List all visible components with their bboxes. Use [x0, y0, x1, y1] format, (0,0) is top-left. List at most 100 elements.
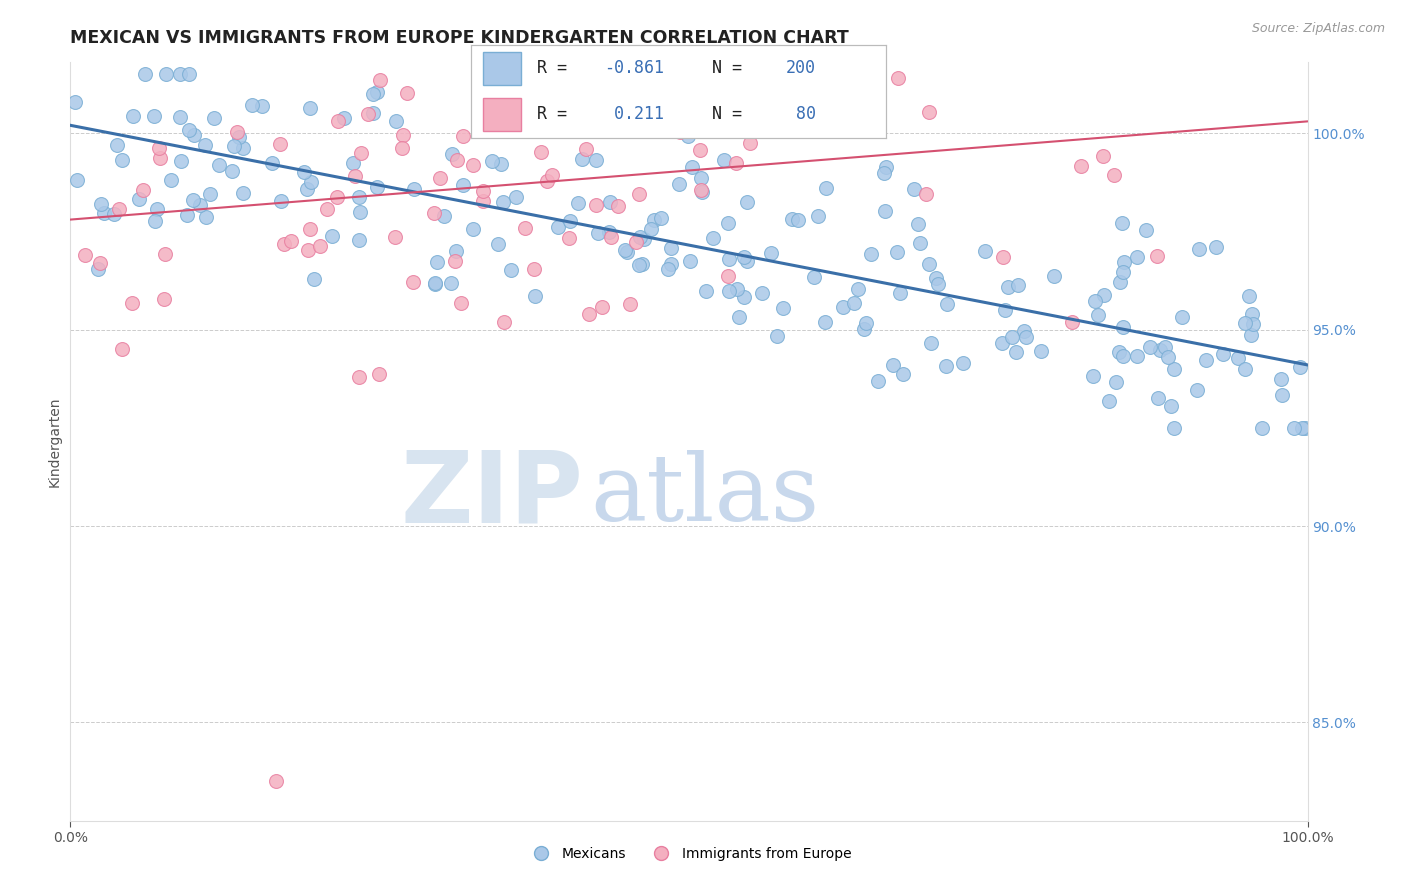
Point	[316, 202, 339, 216]
Point	[927, 277, 949, 292]
Point	[1234, 361, 1257, 376]
Point	[297, 243, 319, 257]
Point	[402, 275, 425, 289]
Point	[832, 300, 855, 314]
Point	[260, 156, 283, 170]
Point	[1188, 243, 1211, 257]
Point	[718, 252, 741, 267]
Point	[1007, 277, 1029, 292]
Point	[309, 239, 332, 253]
Point	[366, 85, 388, 99]
Text: atlas: atlas	[591, 450, 820, 540]
Point	[321, 229, 343, 244]
Point	[228, 130, 250, 145]
Point	[628, 187, 651, 202]
Point	[1015, 330, 1038, 344]
Point	[903, 182, 925, 196]
Point	[446, 153, 468, 168]
Point	[121, 109, 143, 123]
Point	[756, 67, 779, 81]
Point	[558, 112, 581, 127]
Point	[270, 194, 292, 208]
Point	[221, 163, 243, 178]
Point	[93, 205, 115, 219]
Point	[402, 182, 425, 196]
Point	[842, 296, 865, 310]
Point	[463, 222, 485, 236]
Point	[252, 99, 274, 113]
Point	[1237, 289, 1260, 303]
Point	[689, 143, 711, 157]
Point	[1289, 359, 1312, 374]
Point	[1014, 324, 1036, 338]
Text: MEXICAN VS IMMIGRANTS FROM EUROPE KINDERGARTEN CORRELATION CHART: MEXICAN VS IMMIGRANTS FROM EUROPE KINDER…	[70, 29, 849, 47]
Point	[740, 136, 762, 151]
Text: N =: N =	[711, 105, 752, 123]
Point	[575, 142, 598, 156]
Point	[1112, 265, 1135, 279]
Point	[1157, 351, 1180, 365]
Point	[295, 182, 318, 196]
Point	[991, 335, 1014, 350]
Point	[1163, 421, 1185, 435]
Point	[471, 194, 494, 209]
Point	[1147, 391, 1170, 405]
Point	[727, 112, 749, 126]
Point	[1126, 349, 1149, 363]
Point	[222, 139, 245, 153]
Text: Source: ZipAtlas.com: Source: ZipAtlas.com	[1251, 22, 1385, 36]
Point	[440, 276, 463, 290]
Point	[299, 101, 322, 115]
Point	[1205, 240, 1227, 254]
Point	[695, 284, 717, 298]
Point	[1109, 275, 1132, 289]
Point	[463, 158, 485, 172]
Point	[146, 202, 169, 217]
Point	[441, 146, 464, 161]
Point	[717, 268, 740, 283]
Point	[66, 173, 89, 187]
Point	[1087, 308, 1109, 322]
Point	[547, 220, 569, 235]
Point	[367, 367, 389, 381]
Point	[886, 245, 908, 260]
Point	[935, 297, 957, 311]
Point	[606, 199, 628, 213]
Point	[1195, 352, 1218, 367]
Point	[1031, 343, 1053, 358]
Point	[1241, 308, 1264, 322]
Point	[536, 173, 558, 187]
Point	[1171, 310, 1194, 325]
Point	[772, 301, 794, 315]
Point	[724, 156, 747, 170]
Point	[423, 206, 446, 220]
Point	[194, 138, 217, 153]
Point	[690, 170, 713, 185]
Point	[350, 145, 373, 160]
Point	[1112, 320, 1135, 334]
Point	[678, 128, 700, 143]
Point	[349, 205, 371, 219]
Point	[273, 237, 295, 252]
Point	[450, 296, 472, 310]
Point	[1081, 369, 1104, 384]
Point	[1270, 372, 1292, 386]
Point	[433, 209, 456, 223]
Point	[240, 98, 263, 112]
Point	[384, 229, 406, 244]
Point	[121, 296, 143, 310]
Point	[679, 254, 702, 268]
Point	[481, 154, 503, 169]
Point	[586, 227, 609, 241]
Point	[232, 141, 254, 155]
FancyBboxPatch shape	[484, 98, 520, 131]
Point	[444, 244, 467, 258]
Point	[713, 153, 735, 167]
Point	[792, 112, 814, 126]
Point	[349, 190, 371, 204]
Point	[169, 110, 191, 124]
Point	[973, 244, 995, 258]
Point	[578, 307, 600, 321]
Point	[1234, 317, 1257, 331]
Point	[395, 86, 418, 100]
